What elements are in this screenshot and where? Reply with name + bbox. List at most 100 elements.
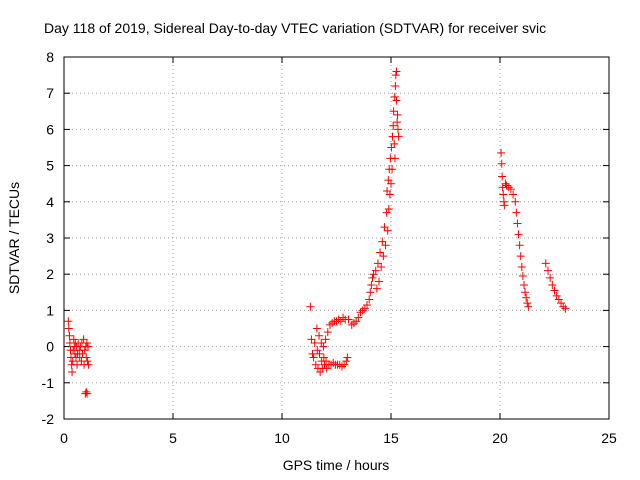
data-point bbox=[360, 304, 369, 313]
y-tick-label: 1 bbox=[46, 302, 54, 318]
y-tick-label: 8 bbox=[46, 49, 54, 65]
x-tick-label: 25 bbox=[601, 430, 617, 446]
data-point bbox=[519, 281, 528, 290]
data-point bbox=[378, 237, 387, 246]
data-point bbox=[516, 252, 525, 261]
data-point bbox=[319, 342, 328, 351]
data-point bbox=[354, 313, 363, 322]
data-point bbox=[343, 353, 352, 362]
data-point bbox=[501, 179, 510, 188]
y-tick-label: 7 bbox=[46, 85, 54, 101]
data-point bbox=[541, 259, 550, 268]
data-point bbox=[392, 67, 401, 76]
data-point bbox=[379, 252, 388, 261]
data-point bbox=[393, 118, 402, 127]
data-point bbox=[383, 226, 392, 235]
data-point bbox=[389, 107, 398, 116]
data-point bbox=[79, 335, 88, 344]
data-point bbox=[385, 190, 394, 199]
data-point bbox=[342, 357, 351, 366]
y-tick-label: 0 bbox=[46, 339, 54, 355]
data-point bbox=[64, 324, 73, 333]
data-point bbox=[512, 208, 521, 217]
data-point bbox=[82, 338, 91, 347]
data-point bbox=[308, 349, 317, 358]
data-point bbox=[561, 304, 570, 313]
y-tick-label: -1 bbox=[42, 375, 55, 391]
data-point bbox=[390, 154, 399, 163]
data-point bbox=[80, 346, 89, 355]
data-point bbox=[373, 259, 382, 268]
data-point bbox=[548, 281, 557, 290]
data-point bbox=[83, 357, 92, 366]
data-point bbox=[390, 92, 399, 101]
data-point bbox=[68, 357, 77, 366]
data-point bbox=[388, 165, 397, 174]
data-point bbox=[315, 349, 324, 358]
x-tick-label: 5 bbox=[169, 430, 177, 446]
data-point bbox=[363, 300, 372, 309]
y-tick-label: 6 bbox=[46, 121, 54, 137]
data-point bbox=[349, 319, 358, 328]
data-point bbox=[515, 241, 524, 250]
y-tick-label: 5 bbox=[46, 158, 54, 174]
data-point bbox=[368, 273, 377, 282]
data-point bbox=[367, 281, 376, 290]
data-point bbox=[522, 293, 531, 302]
data-point bbox=[543, 266, 552, 275]
data-point bbox=[524, 302, 533, 311]
x-tick-label: 10 bbox=[274, 430, 290, 446]
data-point bbox=[307, 335, 316, 344]
data-point bbox=[389, 121, 398, 130]
x-axis-label: GPS time / hours bbox=[283, 457, 390, 473]
data-point bbox=[64, 317, 73, 326]
x-tick-label: 20 bbox=[492, 430, 508, 446]
data-point bbox=[69, 335, 78, 344]
data-point bbox=[328, 319, 337, 328]
data-point bbox=[550, 286, 559, 295]
data-point bbox=[381, 241, 390, 250]
data-point bbox=[83, 389, 92, 398]
data-point bbox=[392, 96, 401, 105]
data-point bbox=[365, 295, 374, 304]
data-point bbox=[82, 387, 91, 396]
data-point bbox=[393, 110, 402, 119]
data-point bbox=[382, 208, 391, 217]
data-point bbox=[514, 230, 523, 239]
data-point bbox=[377, 262, 386, 271]
data-point bbox=[369, 270, 378, 279]
data-series bbox=[64, 67, 570, 398]
data-point bbox=[322, 364, 331, 373]
data-point bbox=[352, 317, 361, 326]
data-point bbox=[325, 320, 334, 329]
data-point bbox=[391, 81, 400, 90]
data-point bbox=[317, 338, 326, 347]
data-point bbox=[315, 331, 324, 340]
data-point bbox=[497, 159, 506, 168]
data-point bbox=[517, 262, 526, 271]
data-point bbox=[309, 353, 318, 362]
data-point bbox=[356, 308, 365, 317]
data-point bbox=[321, 335, 330, 344]
data-point bbox=[316, 367, 325, 376]
x-tick-label: 15 bbox=[383, 430, 399, 446]
data-point bbox=[371, 266, 380, 275]
data-point bbox=[82, 353, 91, 362]
data-point bbox=[306, 302, 315, 311]
data-point bbox=[518, 272, 527, 281]
data-point bbox=[511, 197, 520, 206]
data-point bbox=[500, 201, 509, 210]
data-point bbox=[557, 299, 566, 308]
data-point bbox=[498, 172, 507, 181]
data-point bbox=[546, 273, 555, 282]
data-point bbox=[390, 139, 399, 148]
y-tick-label: 4 bbox=[46, 194, 54, 210]
data-point bbox=[391, 71, 400, 80]
data-point bbox=[523, 299, 532, 308]
data-point bbox=[84, 360, 93, 369]
data-point bbox=[384, 205, 393, 214]
data-point bbox=[513, 219, 522, 228]
data-point bbox=[387, 179, 395, 188]
data-point bbox=[344, 315, 353, 324]
